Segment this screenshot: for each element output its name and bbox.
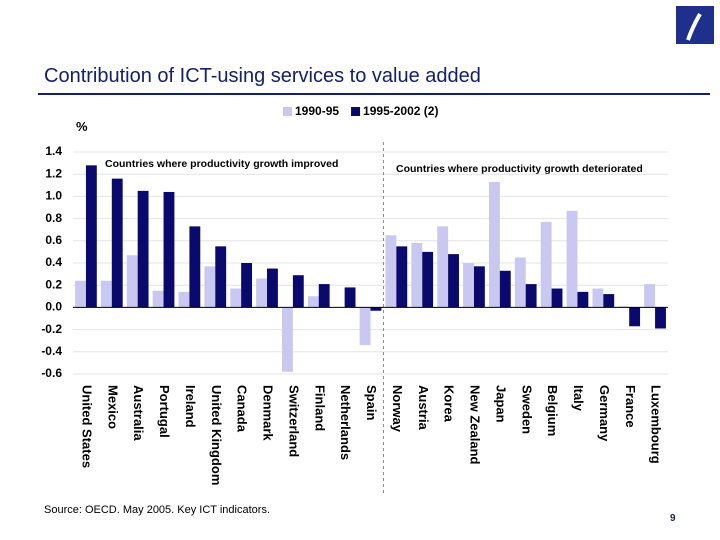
x-tick-label: Canada: [235, 385, 250, 433]
bar: [370, 307, 382, 311]
bar: [189, 226, 201, 308]
bar: [344, 287, 356, 308]
y-tick-label: 1.4: [45, 144, 62, 158]
bar: [111, 178, 123, 308]
bar: [655, 307, 666, 329]
bar: [448, 254, 459, 308]
bar: [499, 270, 511, 308]
y-tick-label: 1.0: [45, 189, 62, 203]
x-tick-label: Luxembourg: [649, 385, 664, 464]
x-tick-label: Denmark: [261, 385, 276, 441]
x-tick-label: Austria: [416, 385, 431, 431]
bar: [204, 266, 216, 308]
page-number: 9: [670, 513, 676, 524]
bar: [618, 306, 630, 308]
y-tick-label: 0.8: [45, 211, 62, 225]
logo-mark: [686, 13, 702, 41]
bar: [463, 263, 474, 308]
annotation: Countries where productivity growth dete…: [396, 163, 643, 175]
x-tick-label: United Kingdom: [209, 385, 224, 485]
y-tick-label: 0.2: [45, 277, 62, 291]
bar: [473, 266, 485, 308]
bar: [75, 280, 86, 308]
bar: [137, 190, 149, 308]
x-tick-label: Switzerland: [286, 385, 301, 457]
bar: [488, 181, 500, 308]
bar: [603, 294, 615, 308]
bar: [540, 221, 552, 308]
x-tick-label: Japan: [493, 385, 508, 423]
bar: [359, 307, 371, 346]
bar: [85, 165, 97, 308]
x-tick-label: New Zealand: [468, 385, 483, 465]
y-tick-label: -0.2: [41, 322, 62, 336]
legend-label: 1995-2002 (2): [363, 104, 438, 118]
bar: [514, 257, 526, 308]
bar: [307, 296, 319, 308]
bar: [629, 307, 641, 327]
bar: [422, 251, 434, 308]
x-tick-label: Portugal: [157, 385, 172, 438]
y-tick-label: 1.2: [45, 166, 62, 180]
y-tick-label: 0.0: [45, 300, 62, 314]
bar: [215, 246, 227, 308]
x-tick-label: Australia: [131, 385, 146, 441]
x-tick-label: United States: [79, 385, 94, 468]
y-tick-label: 0.4: [45, 255, 62, 269]
bar: [282, 307, 293, 372]
source-note: Source: OECD. May 2005. Key ICT indicato…: [44, 504, 270, 516]
annotation: Countries where productivity growth impr…: [105, 158, 338, 170]
x-tick-label: Spain: [364, 385, 379, 420]
x-tick-label: Italy: [571, 385, 586, 412]
x-tick-label: Ireland: [183, 385, 198, 428]
legend-swatch: [351, 107, 361, 116]
bar: [126, 255, 138, 308]
x-tick-label: Sweden: [519, 385, 534, 434]
bar: [163, 191, 175, 308]
bar: [577, 291, 589, 308]
bar: [551, 288, 563, 308]
x-tick-label: Mexico: [105, 385, 120, 429]
x-tick-label: Finland: [312, 385, 327, 431]
y-axis-label: %: [76, 119, 88, 134]
legend-swatch: [283, 107, 292, 116]
bar: [525, 284, 537, 308]
chart-title: Contribution of ICT-using services to va…: [44, 65, 481, 87]
x-tick-label: Belgium: [545, 385, 560, 436]
x-tick-label: Korea: [442, 385, 457, 423]
bar: [256, 278, 268, 308]
bar: [230, 288, 242, 308]
x-tick-label: Norway: [390, 385, 405, 433]
bar: [566, 210, 578, 308]
x-tick-label: Germany: [597, 385, 612, 442]
bar: [437, 226, 449, 308]
bar: [592, 288, 604, 308]
bar: [292, 275, 304, 308]
bar: [396, 246, 408, 308]
bar: [644, 284, 656, 308]
bar: [267, 268, 278, 308]
x-tick-label: Netherlands: [338, 385, 353, 460]
x-tick-label: France: [623, 385, 638, 428]
bar: [152, 290, 164, 308]
legend-label: 1990-95: [295, 104, 339, 118]
bar: [100, 280, 112, 308]
y-tick-label: -0.4: [41, 344, 62, 358]
bar: [318, 284, 330, 308]
bar: [178, 291, 190, 308]
bar: [241, 263, 253, 308]
bar: [411, 243, 423, 308]
y-tick-label: 0.6: [45, 233, 62, 247]
y-tick-label: -0.6: [41, 366, 62, 380]
bar: [385, 235, 397, 308]
